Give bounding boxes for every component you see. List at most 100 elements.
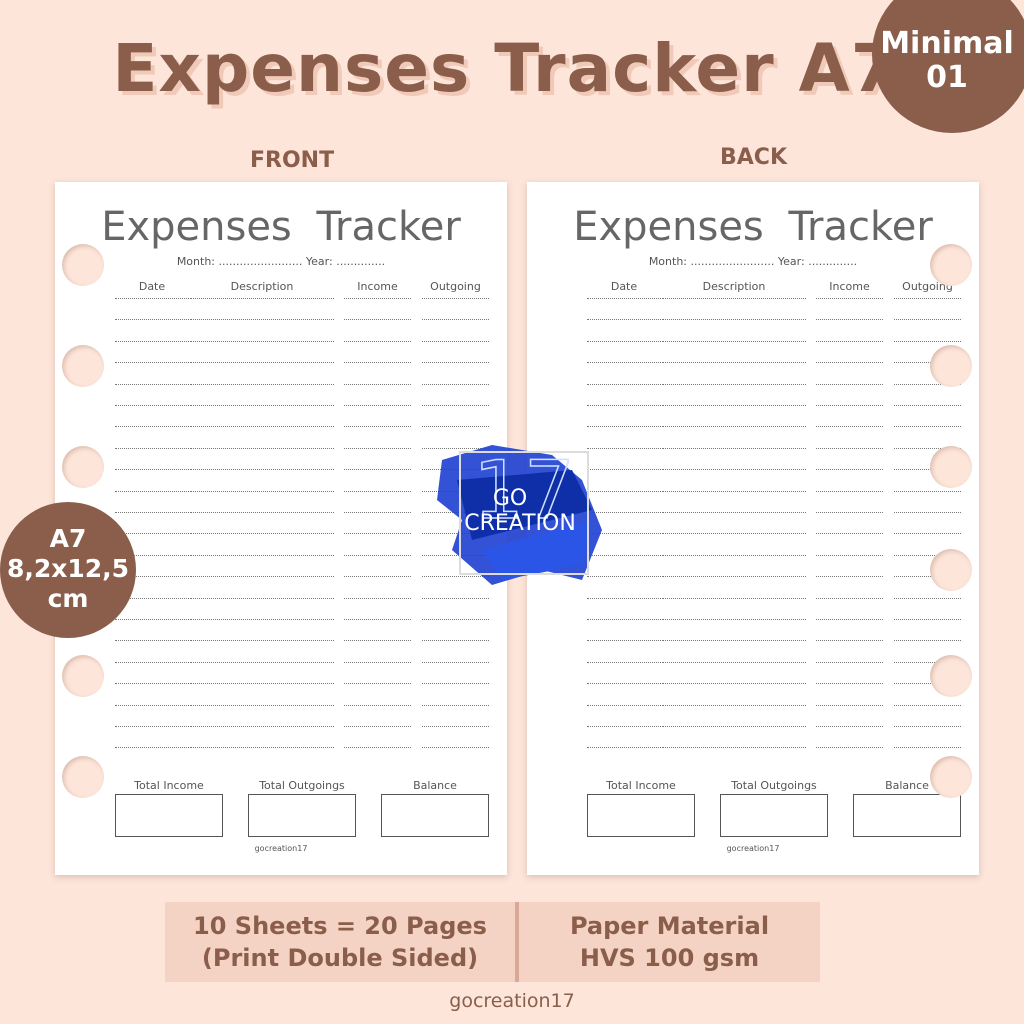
entry-line[interactable] [894,319,961,321]
entry-line[interactable] [115,405,189,406]
entry-line[interactable] [894,362,961,364]
entry-line[interactable] [115,447,189,449]
entry-line[interactable] [894,512,961,513]
entry-line[interactable] [816,640,883,642]
entry-line[interactable] [190,490,334,492]
entry-line[interactable] [587,554,661,556]
total-box[interactable] [587,794,695,837]
entry-line[interactable] [190,362,334,364]
entry-line[interactable] [662,619,806,620]
entry-line[interactable] [816,533,883,535]
entry-line[interactable] [190,683,334,685]
entry-line[interactable] [587,340,661,342]
entry-line[interactable] [344,661,411,663]
entry-line[interactable] [115,619,189,620]
entry-line[interactable] [422,298,489,299]
entry-line[interactable] [894,447,961,449]
entry-line[interactable] [190,661,334,663]
entry-line[interactable] [115,319,189,321]
entry-line[interactable] [344,554,411,556]
entry-line[interactable] [344,619,411,620]
entry-line[interactable] [344,340,411,342]
entry-line[interactable] [894,661,961,663]
entry-line[interactable] [662,512,806,513]
entry-line[interactable] [587,726,661,727]
entry-line[interactable] [190,298,334,299]
entry-line[interactable] [587,469,661,471]
entry-line[interactable] [816,383,883,385]
entry-line[interactable] [662,704,806,706]
entry-line[interactable] [344,747,411,749]
entry-line[interactable] [422,362,489,364]
entry-line[interactable] [190,747,334,749]
entry-line[interactable] [587,597,661,599]
entry-line[interactable] [115,726,189,727]
entry-line[interactable] [190,619,334,620]
entry-line[interactable] [422,726,489,727]
entry-line[interactable] [190,704,334,706]
entry-line[interactable] [344,362,411,364]
entry-line[interactable] [587,533,661,535]
entry-line[interactable] [587,512,661,513]
entry-line[interactable] [662,319,806,321]
entry-line[interactable] [662,726,806,727]
entry-line[interactable] [662,298,806,299]
entry-line[interactable] [587,426,661,428]
entry-line[interactable] [894,426,961,428]
entry-line[interactable] [894,298,961,299]
entry-line[interactable] [587,683,661,685]
entry-line[interactable] [115,490,189,492]
entry-line[interactable] [344,533,411,535]
entry-line[interactable] [816,726,883,727]
entry-line[interactable] [344,726,411,727]
entry-line[interactable] [344,426,411,428]
entry-line[interactable] [190,405,334,406]
entry-line[interactable] [816,298,883,299]
entry-line[interactable] [894,405,961,406]
entry-line[interactable] [587,747,661,749]
entry-line[interactable] [662,597,806,599]
entry-line[interactable] [115,362,189,364]
entry-line[interactable] [816,426,883,428]
entry-line[interactable] [422,533,489,535]
entry-line[interactable] [422,683,489,685]
entry-line[interactable] [115,340,189,342]
entry-line[interactable] [422,447,489,449]
entry-line[interactable] [662,340,806,342]
entry-line[interactable] [662,683,806,685]
entry-line[interactable] [115,704,189,706]
entry-line[interactable] [816,597,883,599]
entry-line[interactable] [344,512,411,513]
entry-line[interactable] [115,640,189,642]
total-box[interactable] [381,794,489,837]
entry-line[interactable] [587,447,661,449]
entry-line[interactable] [344,576,411,578]
entry-line[interactable] [422,319,489,321]
entry-line[interactable] [587,298,661,299]
entry-line[interactable] [190,512,334,513]
entry-line[interactable] [662,426,806,428]
entry-line[interactable] [344,405,411,406]
entry-line[interactable] [587,319,661,321]
entry-line[interactable] [190,597,334,599]
entry-line[interactable] [816,619,883,620]
entry-line[interactable] [587,362,661,364]
entry-line[interactable] [115,533,189,535]
entry-line[interactable] [344,704,411,706]
entry-line[interactable] [816,683,883,685]
entry-line[interactable] [894,533,961,535]
entry-line[interactable] [115,469,189,471]
entry-line[interactable] [894,383,961,385]
entry-line[interactable] [344,469,411,471]
entry-line[interactable] [894,469,961,471]
entry-line[interactable] [344,383,411,385]
entry-line[interactable] [422,661,489,663]
entry-line[interactable] [816,704,883,706]
entry-line[interactable] [662,447,806,449]
entry-line[interactable] [115,683,189,685]
entry-line[interactable] [662,554,806,556]
entry-line[interactable] [587,405,661,406]
entry-line[interactable] [816,340,883,342]
entry-line[interactable] [894,704,961,706]
entry-line[interactable] [816,447,883,449]
